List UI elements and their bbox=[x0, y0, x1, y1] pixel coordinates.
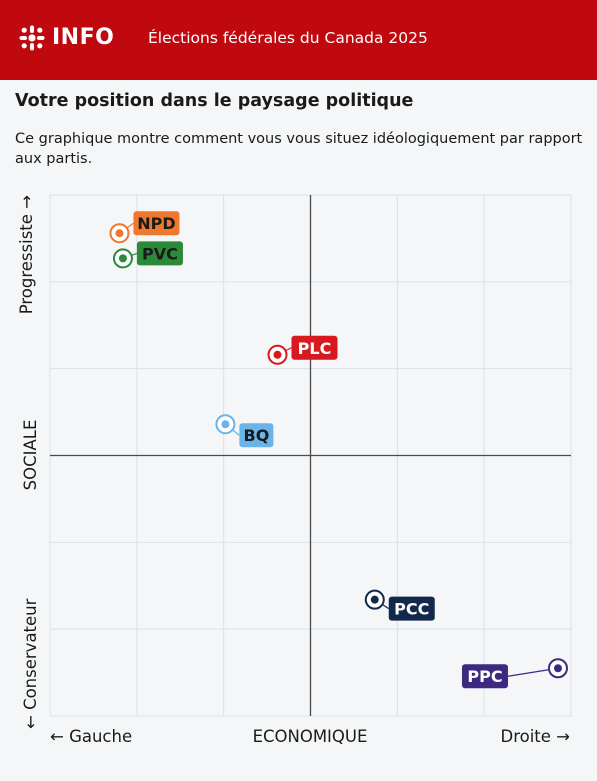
point-label: PVC bbox=[142, 244, 178, 263]
party-point-ppc: PPC bbox=[461, 658, 568, 689]
party-point-npd: NPD bbox=[109, 211, 180, 244]
chart-axes bbox=[50, 195, 571, 716]
point-label: BQ bbox=[244, 426, 270, 445]
point-label: PPC bbox=[467, 667, 502, 686]
point-dot bbox=[118, 254, 127, 263]
y-axis-top-label: Progressiste → bbox=[17, 195, 36, 314]
point-label-badge bbox=[133, 211, 180, 236]
point-dot bbox=[553, 664, 562, 673]
cbc-radio-canada-logo-icon bbox=[19, 25, 45, 51]
point-label: NPD bbox=[137, 214, 175, 233]
chart-points: NPD PVC PLC BQ PCC PPC bbox=[109, 211, 568, 689]
point-label-badge bbox=[136, 241, 183, 266]
party-point-pvc: PVC bbox=[112, 241, 183, 269]
x-axis-left-label: ← Gauche bbox=[50, 727, 132, 746]
party-point-bq: BQ bbox=[215, 414, 274, 448]
page-description: Ce graphique montre comment vous vous si… bbox=[15, 131, 583, 167]
point-dot bbox=[273, 350, 282, 359]
page-title: Votre position dans le paysage politique bbox=[15, 91, 414, 111]
header-title: Élections fédérales du Canada 2025 bbox=[148, 29, 428, 47]
point-label: PLC bbox=[298, 339, 332, 358]
y-axis-bottom-label: ← Conservateur bbox=[21, 598, 40, 729]
point-dot bbox=[115, 229, 124, 238]
point-label-badge bbox=[461, 664, 508, 689]
point-label-badge bbox=[239, 423, 274, 448]
point-dot bbox=[221, 420, 230, 429]
point-label-badge bbox=[388, 596, 435, 621]
y-axis-title: SOCIALE bbox=[21, 420, 40, 491]
party-point-plc: PLC bbox=[267, 335, 338, 365]
x-axis-title: ECONOMIQUE bbox=[253, 727, 368, 746]
x-axis-right-label: Droite → bbox=[501, 727, 571, 746]
point-label-badge bbox=[291, 335, 338, 360]
header-bar: INFO Élections fédérales du Canada 2025 bbox=[0, 0, 597, 80]
party-point-pcc: PCC bbox=[364, 589, 435, 621]
brand-label[interactable]: INFO bbox=[52, 25, 115, 50]
point-dot bbox=[370, 595, 379, 604]
point-label: PCC bbox=[394, 600, 429, 619]
